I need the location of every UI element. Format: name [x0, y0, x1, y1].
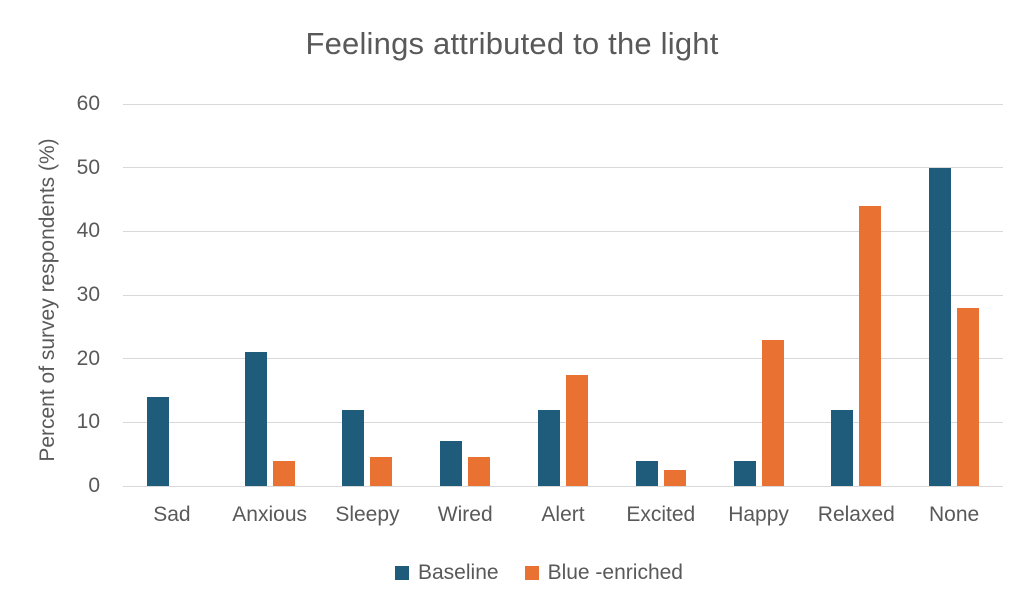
bar-group-happy — [733, 339, 784, 486]
x-axis-label-excited: Excited — [626, 503, 696, 526]
gridline — [123, 421, 1003, 423]
bar-group-excited — [635, 460, 686, 486]
bar-baseline-alert — [538, 409, 560, 486]
bar-blue-enriched-relaxed — [859, 205, 882, 486]
gridline — [123, 358, 1003, 360]
bar-blue-enriched-wired — [468, 457, 491, 486]
bar-baseline-sad — [146, 396, 169, 486]
legend-label-baseline: Baseline — [418, 561, 499, 584]
legend-swatch-blue-enriched — [524, 566, 539, 580]
bar-baseline-anxious — [244, 352, 267, 486]
bar-group-relaxed — [831, 205, 882, 486]
legend-item-blue-enriched: Blue -enriched — [524, 561, 683, 585]
gridline — [123, 167, 1003, 169]
bar-blue-enriched-sleepy — [370, 457, 393, 486]
bar-baseline-happy — [733, 460, 756, 486]
y-tick-label: 60 — [76, 92, 100, 115]
x-axis-label-anxious: Anxious — [232, 503, 308, 526]
x-axis-label-sleepy: Sleepy — [335, 503, 400, 526]
bar-baseline-relaxed — [831, 409, 854, 486]
bar-baseline-none — [929, 167, 952, 486]
legend: Baseline Blue -enriched — [27, 561, 1024, 585]
gridline — [123, 294, 1003, 296]
legend-label-blue-enriched: Blue -enriched — [547, 561, 683, 584]
bar-blue-enriched-alert — [566, 374, 588, 486]
bar-blue-enriched-happy — [761, 339, 784, 486]
x-axis-label-relaxed: Relaxed — [817, 503, 895, 526]
x-axis-label-none: None — [929, 503, 980, 526]
y-tick-label: 50 — [76, 155, 100, 179]
gridline — [123, 230, 1003, 232]
bar-baseline-wired — [440, 441, 463, 486]
y-tick-label: 10 — [76, 410, 100, 434]
y-tick-label: 40 — [76, 219, 100, 243]
y-tick-label: 0 — [88, 474, 100, 497]
x-axis-label-happy: Happy — [728, 503, 789, 526]
y-tick-label: 20 — [76, 346, 100, 370]
chart-title: Feelings attributed to the light — [305, 26, 719, 61]
bar-group-sad — [146, 396, 197, 486]
bar-blue-enriched-none — [957, 307, 980, 486]
y-tick-label: 30 — [76, 283, 100, 306]
bar-baseline-excited — [635, 460, 658, 486]
legend-swatch-baseline — [395, 566, 409, 580]
bar-group-sleepy — [342, 409, 393, 486]
gridline — [123, 103, 1003, 105]
x-axis-label-alert: Alert — [541, 503, 585, 526]
bar-blue-enriched-excited — [663, 470, 686, 486]
bar-group-anxious — [244, 352, 295, 486]
x-axis-label-sad: Sad — [153, 503, 191, 526]
bar-blue-enriched-anxious — [272, 460, 295, 486]
bar-group-none — [929, 167, 980, 486]
gridline — [123, 485, 1003, 487]
bar-baseline-sleepy — [342, 409, 365, 486]
bar-group-alert — [538, 374, 588, 486]
x-axis-label-wired: Wired — [437, 503, 493, 526]
legend-item-baseline: Baseline — [395, 561, 499, 585]
bar-group-wired — [440, 441, 491, 486]
plot-area — [123, 103, 1003, 487]
